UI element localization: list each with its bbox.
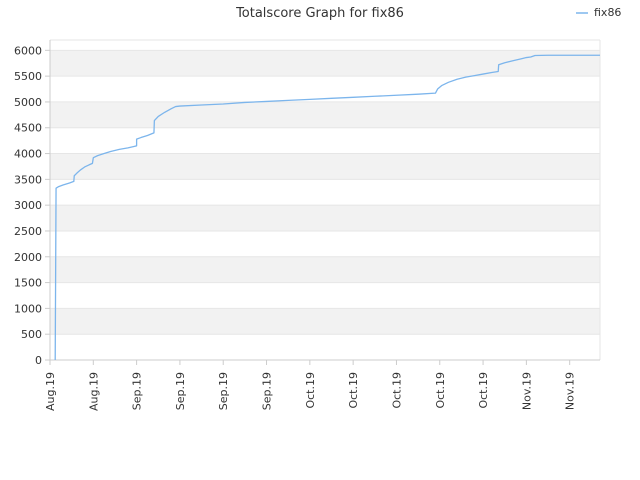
- y-tick-label: 4000: [14, 148, 42, 161]
- legend-label: fix86: [594, 6, 621, 19]
- y-tick-label: 3500: [14, 173, 42, 186]
- x-tick-label: Oct.19: [347, 372, 360, 409]
- plot-band: [50, 308, 600, 335]
- x-tick-label: Oct.19: [477, 372, 490, 409]
- y-tick-label: 6000: [14, 44, 42, 57]
- x-tick-label: Sep.19: [261, 372, 274, 410]
- x-tick-label: Oct.19: [304, 372, 317, 409]
- y-tick-label: 2000: [14, 251, 42, 264]
- x-tick-label: Sep.19: [131, 372, 144, 410]
- x-tick-label: Aug.19: [44, 372, 57, 411]
- y-tick-label: 2500: [14, 225, 42, 238]
- x-tick-label: Aug.19: [87, 372, 100, 411]
- series-line-fix86: [54, 54, 600, 361]
- y-tick-label: 5500: [14, 70, 42, 83]
- series-layer: [54, 54, 600, 361]
- plot-band: [50, 101, 600, 128]
- plot-bands: [50, 50, 600, 335]
- x-tick-label: Nov.19: [564, 372, 577, 410]
- x-axis-ticks: Aug.19 Aug.19 Sep.19 Sep.19 Sep.19 Sep.19 Oct.…: [44, 360, 577, 411]
- axes: [49, 39, 601, 361]
- x-tick-label: Sep.19: [174, 372, 187, 410]
- y-tick-label: 1000: [14, 302, 42, 315]
- chart-title: Totalscore Graph for fix86: [235, 6, 404, 21]
- y-tick-label: 0: [35, 354, 42, 367]
- y-tick-label: 5000: [14, 96, 42, 109]
- x-tick-label: Nov.19: [520, 372, 533, 410]
- y-tick-label: 500: [21, 328, 42, 341]
- x-tick-label: Sep.19: [217, 372, 230, 410]
- y-tick-label: 4500: [14, 122, 42, 135]
- y-axis-ticks: 0 500 1000 1500 2000 2500 3000 3500 4000 4500 5000…: [14, 44, 50, 367]
- plot-band: [50, 205, 600, 231]
- x-tick-label: Oct.19: [390, 372, 403, 409]
- plot-band: [50, 256, 600, 283]
- legend[interactable]: fix86: [576, 6, 621, 19]
- x-tick-label: Oct.19: [434, 372, 447, 409]
- plot-band: [50, 153, 600, 180]
- gridlines: [50, 49, 600, 361]
- plot-band: [50, 50, 600, 77]
- y-tick-label: 3000: [14, 199, 42, 212]
- y-tick-label: 1500: [14, 277, 42, 290]
